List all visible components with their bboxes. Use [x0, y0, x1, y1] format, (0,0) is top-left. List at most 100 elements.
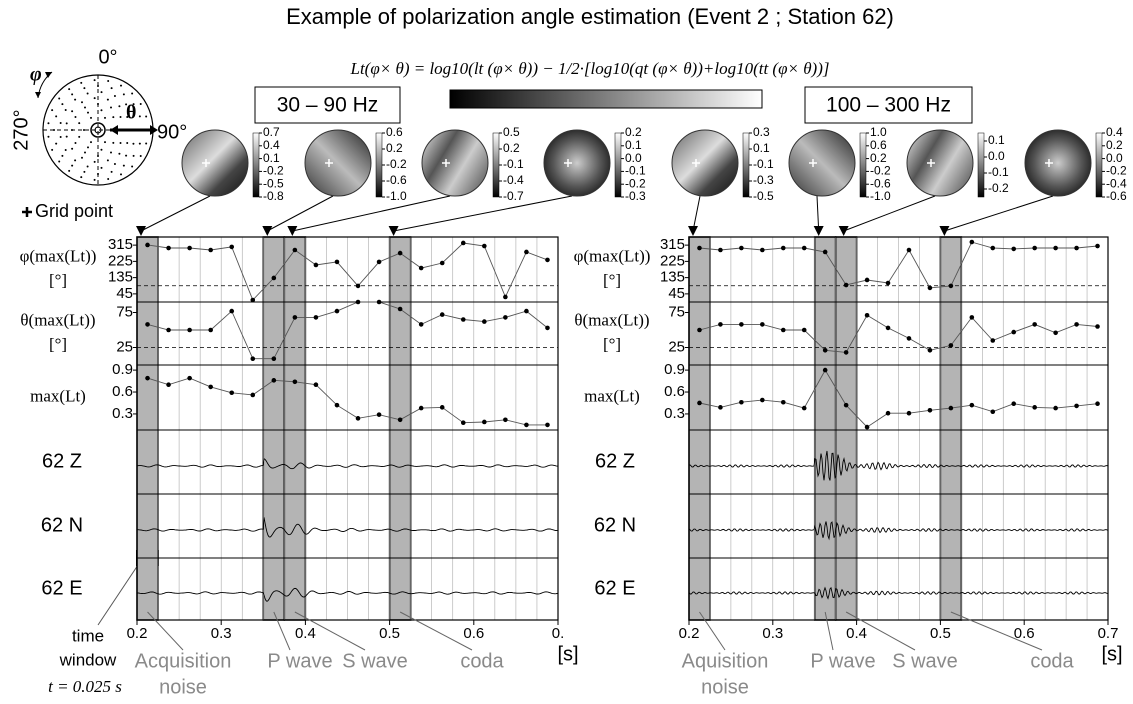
x-tick-label: 0.2	[127, 625, 148, 642]
point	[250, 356, 256, 362]
x-unit: [s]	[1101, 643, 1122, 665]
grid-dot	[58, 160, 61, 163]
point	[822, 249, 828, 255]
point	[801, 405, 807, 411]
series-line	[699, 241, 1098, 289]
point	[482, 243, 487, 249]
grid-dot	[104, 116, 106, 119]
grid-dot	[93, 160, 96, 163]
map-colorbar-label: -0.6	[870, 176, 891, 190]
grid-dot	[106, 98, 109, 101]
grid-dot	[112, 116, 115, 119]
map-colorbar	[492, 132, 500, 198]
x-tick-label: 0.5	[379, 625, 400, 642]
point	[780, 327, 786, 333]
point	[334, 308, 340, 314]
panel-label: θ(max(Lt))	[574, 310, 649, 329]
point	[864, 313, 870, 318]
map-arrowhead	[287, 226, 298, 236]
map-colorbar-label: 0.2	[625, 125, 642, 139]
grid-dot	[119, 142, 122, 144]
point	[460, 317, 466, 322]
x-tick-label: 0.3	[762, 625, 783, 642]
grid-dot	[107, 80, 110, 83]
grid-dot	[147, 129, 149, 131]
x-tick-label: 0.	[552, 625, 565, 642]
map-colorbar-label: 1.0	[870, 125, 887, 139]
map-colorbar-label: 0.4	[1106, 125, 1123, 139]
grid-point-label: Grid point	[35, 201, 113, 221]
x-unit: [s]	[557, 643, 578, 665]
map-colorbar-label: 0.2	[870, 151, 887, 165]
y-tick-label: 315	[108, 236, 133, 253]
point	[545, 422, 550, 428]
waveform	[688, 586, 1109, 600]
grid-dot	[107, 177, 110, 180]
map-colorbar-label: 0.6	[386, 125, 403, 139]
y-tick-label: 0.9	[112, 361, 133, 378]
map-arrow	[816, 195, 820, 232]
point	[1032, 405, 1037, 410]
window-label: noise	[159, 676, 207, 698]
point	[271, 275, 277, 281]
band-label: 100 – 300 Hz	[826, 94, 951, 117]
analysis-window	[283, 236, 307, 621]
grid-dot	[106, 159, 109, 162]
grid-dot	[78, 135, 81, 138]
phi-arrowheads	[35, 72, 52, 98]
y-tick-label: 225	[660, 252, 685, 269]
grid-dot	[83, 129, 85, 131]
plot-frame	[136, 236, 559, 621]
y-tick-label: 315	[660, 236, 685, 253]
label-leader	[147, 611, 184, 651]
grid-dot	[139, 154, 142, 157]
analysis-window	[262, 236, 286, 621]
y-tick-label: 0.3	[112, 405, 133, 422]
series-line	[147, 377, 548, 426]
point	[355, 416, 361, 421]
map-colorbar	[252, 132, 260, 198]
window-label: Acquisition	[135, 650, 232, 672]
polar-center	[90, 122, 106, 138]
grid-dot	[55, 142, 58, 145]
point	[208, 327, 213, 333]
point	[780, 245, 786, 251]
main-colorbar	[449, 89, 763, 109]
point	[439, 405, 445, 410]
waveform	[136, 587, 559, 602]
point	[1032, 322, 1037, 327]
point	[355, 299, 361, 305]
grid-dot	[74, 116, 77, 118]
grid-dot	[84, 151, 86, 154]
point	[166, 245, 171, 251]
point	[292, 315, 298, 320]
map-colorbar-label: 0.1	[263, 151, 280, 165]
grid-dot	[65, 135, 68, 138]
point	[697, 400, 702, 406]
x-tick-label: 0.7	[1098, 625, 1119, 642]
channel-label: 62 E	[41, 577, 82, 599]
map-colorbar	[742, 132, 750, 198]
grid-dot	[145, 115, 148, 118]
point	[524, 249, 529, 255]
point	[969, 402, 975, 408]
point	[760, 322, 765, 327]
point	[739, 399, 744, 405]
grid-dot	[126, 115, 129, 118]
grid-dot	[64, 149, 67, 152]
map-colorbar-label: 0.5	[503, 125, 520, 139]
point	[1053, 245, 1058, 251]
grid-dot	[47, 122, 50, 125]
grid-dot	[100, 148, 103, 151]
panel-label: max(Lt)	[30, 386, 86, 405]
point	[1074, 245, 1079, 251]
x-tick-label: 0.5	[930, 625, 951, 642]
point	[739, 245, 744, 251]
y-tick-label: 25	[668, 338, 685, 355]
point	[1053, 405, 1058, 411]
map-arrow	[292, 195, 451, 232]
point	[376, 412, 382, 417]
map-star	[1045, 159, 1053, 167]
grid-dot	[118, 105, 121, 108]
